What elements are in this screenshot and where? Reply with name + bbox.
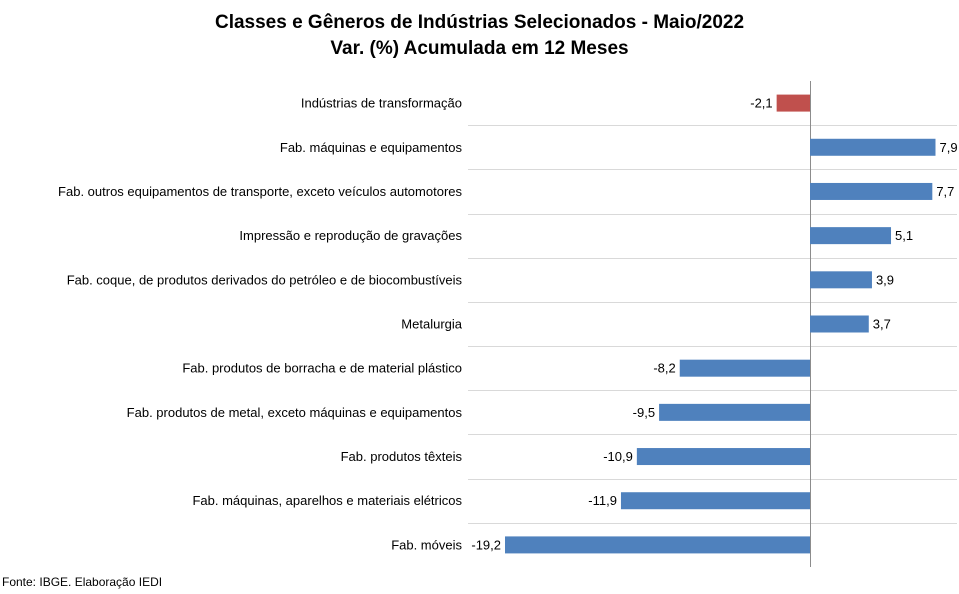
data-label: 3,9 [876,272,894,287]
data-label: 7,7 [936,184,954,199]
source-note: Fonte: IBGE. Elaboração IEDI [2,575,163,589]
data-label: 5,1 [895,228,913,243]
data-label: 7,9 [939,140,957,155]
bar [620,492,810,510]
bar [636,448,810,466]
data-label: 3,7 [873,317,891,332]
data-label: -19,2 [471,537,501,552]
chart-title-line1: Classes e Gêneros de Indústrias Selecion… [214,12,745,33]
category-label: Fab. outros equipamentos de transporte, … [58,184,462,199]
bar [810,227,892,245]
bar [776,94,810,112]
data-label: -10,9 [603,449,633,464]
data-label: -2,1 [750,96,772,111]
category-label: Impressão e reprodução de gravações [239,228,462,243]
bar [505,536,810,554]
bar [810,182,933,200]
category-label: Fab. móveis [391,537,462,552]
category-label: Fab. máquinas e equipamentos [280,140,463,155]
bar [659,403,810,421]
category-label: Fab. produtos têxteis [341,449,463,464]
bar [810,315,869,333]
chart-title: Classes e Gêneros de Indústrias Selecion… [0,10,959,62]
chart-title-line2: Var. (%) Acumulada em 12 Meses [330,38,629,59]
bar [810,271,872,289]
category-label: Fab. produtos de metal, exceto máquinas … [127,405,463,420]
category-label: Indústrias de transformação [301,96,462,111]
category-label: Fab. coque, de produtos derivados do pet… [67,272,463,287]
data-label: -8,2 [653,361,675,376]
bar [679,359,810,377]
bar [810,138,936,156]
data-label: -11,9 [588,493,617,508]
data-label: -9,5 [633,405,655,420]
category-label: Metalurgia [401,317,462,332]
category-label: Fab. produtos de borracha e de material … [182,361,462,376]
category-label: Fab. máquinas, aparelhos e materiais elé… [192,493,462,508]
